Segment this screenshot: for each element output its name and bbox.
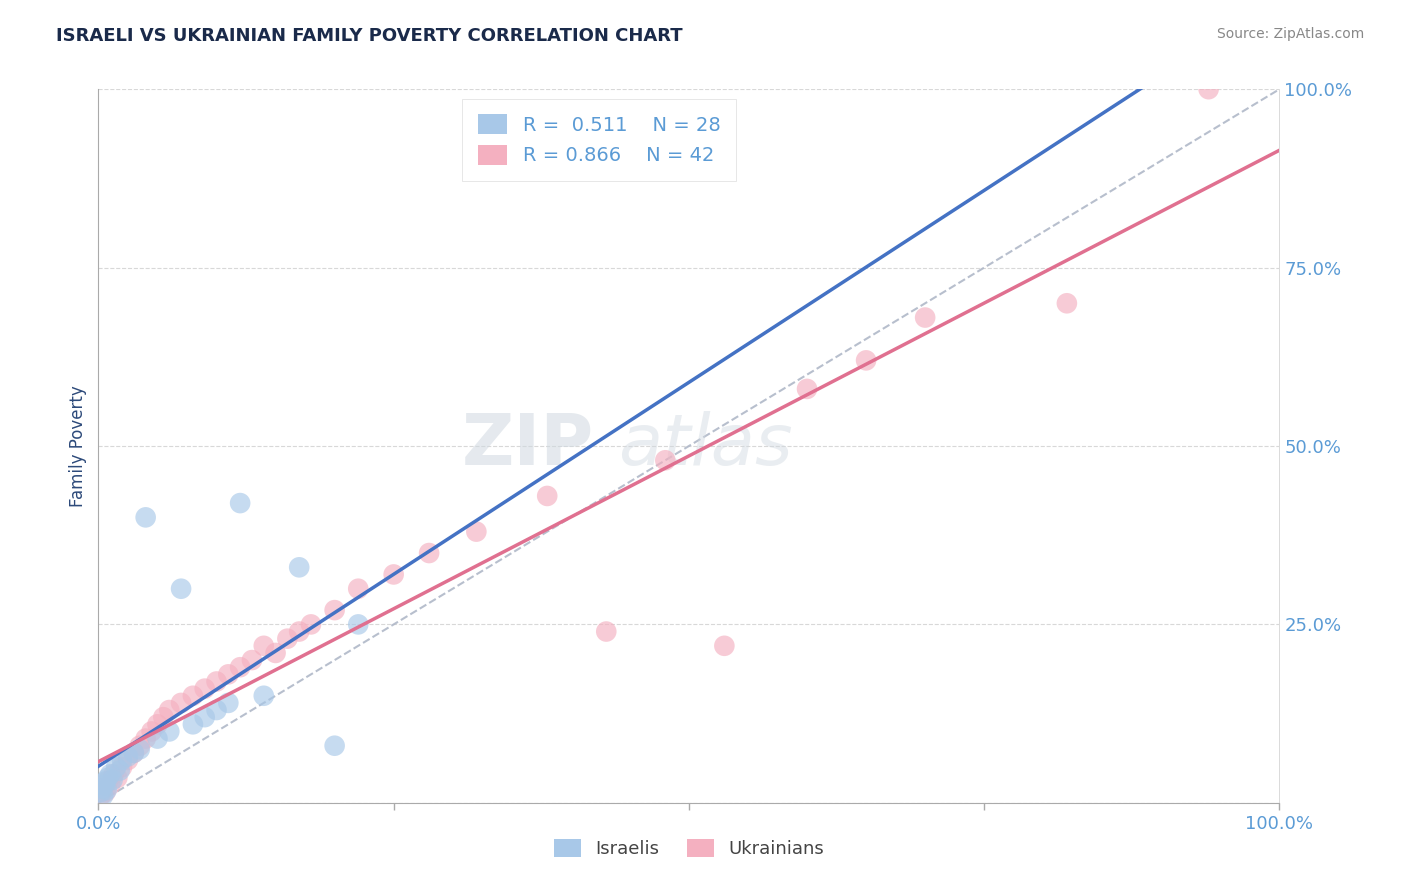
Point <box>323 739 346 753</box>
Point <box>98 778 121 792</box>
Point <box>205 703 228 717</box>
Point <box>170 696 193 710</box>
Point <box>97 774 120 789</box>
Point <box>90 789 112 803</box>
Point <box>111 753 134 767</box>
Point <box>103 767 125 781</box>
Point <box>141 724 163 739</box>
Point <box>796 382 818 396</box>
Point <box>229 496 252 510</box>
Text: ISRAELI VS UKRAINIAN FAMILY POVERTY CORRELATION CHART: ISRAELI VS UKRAINIAN FAMILY POVERTY CORR… <box>56 27 683 45</box>
Y-axis label: Family Poverty: Family Poverty <box>69 385 87 507</box>
Point <box>101 772 124 787</box>
Point <box>122 746 145 760</box>
Point <box>170 582 193 596</box>
Point <box>128 742 150 756</box>
Point <box>146 731 169 746</box>
Point <box>240 653 263 667</box>
Text: ZIP: ZIP <box>463 411 595 481</box>
Point <box>205 674 228 689</box>
Point <box>157 724 180 739</box>
Point <box>98 767 121 781</box>
Point <box>713 639 735 653</box>
Point <box>181 689 204 703</box>
Point <box>91 781 114 796</box>
Point <box>1056 296 1078 310</box>
Point <box>90 785 112 799</box>
Legend: Israelis, Ukrainians: Israelis, Ukrainians <box>547 831 831 865</box>
Point <box>264 646 287 660</box>
Point <box>97 771 120 785</box>
Point <box>418 546 440 560</box>
Point <box>323 603 346 617</box>
Point <box>194 681 217 696</box>
Point <box>595 624 617 639</box>
Point <box>914 310 936 325</box>
Point <box>855 353 877 368</box>
Point <box>105 760 128 774</box>
Point <box>536 489 558 503</box>
Point <box>465 524 488 539</box>
Point <box>93 778 115 792</box>
Point <box>217 667 239 681</box>
Point <box>152 710 174 724</box>
Point <box>253 639 276 653</box>
Point <box>654 453 676 467</box>
Point <box>128 739 150 753</box>
Text: atlas: atlas <box>619 411 793 481</box>
Point <box>96 783 118 797</box>
Point <box>94 785 117 799</box>
Point <box>135 731 157 746</box>
Point <box>347 617 370 632</box>
Point <box>117 749 139 764</box>
Point <box>299 617 322 632</box>
Point <box>108 764 131 778</box>
Point <box>288 560 311 574</box>
Point <box>276 632 298 646</box>
Point <box>105 771 128 785</box>
Point <box>347 582 370 596</box>
Point <box>146 717 169 731</box>
Point <box>181 717 204 731</box>
Point <box>111 760 134 774</box>
Point <box>229 660 252 674</box>
Point <box>382 567 405 582</box>
Point <box>91 789 114 803</box>
Point <box>157 703 180 717</box>
Point <box>122 746 145 760</box>
Text: Source: ZipAtlas.com: Source: ZipAtlas.com <box>1216 27 1364 41</box>
Point <box>194 710 217 724</box>
Point <box>91 781 114 796</box>
Point <box>253 689 276 703</box>
Point <box>217 696 239 710</box>
Point <box>117 753 139 767</box>
Point <box>1198 82 1220 96</box>
Point <box>288 624 311 639</box>
Point <box>135 510 157 524</box>
Point <box>94 774 117 789</box>
